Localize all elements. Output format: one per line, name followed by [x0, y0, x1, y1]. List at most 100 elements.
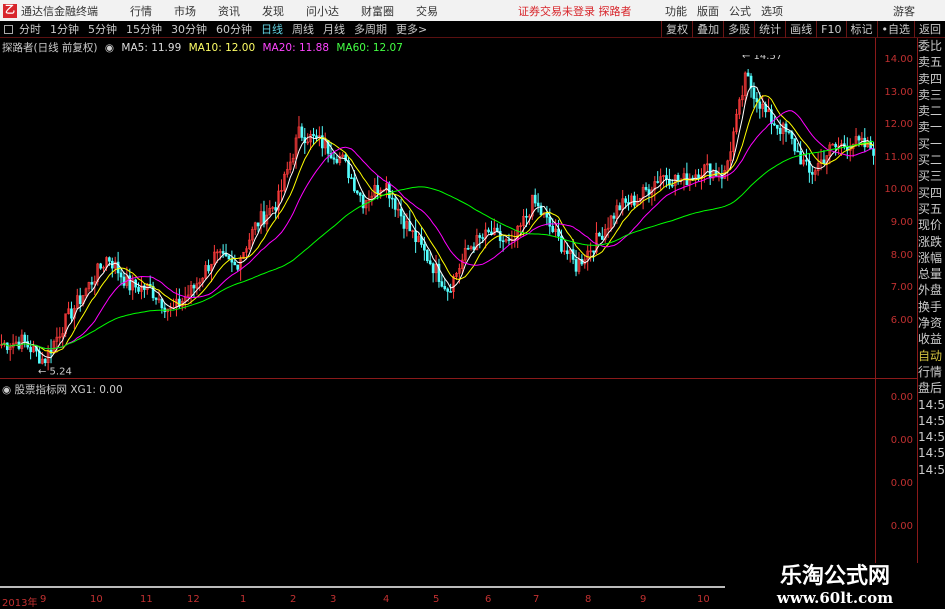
settings-circle-icon[interactable]: ◉	[104, 42, 115, 54]
tool-button-3[interactable]: 统计	[754, 21, 785, 38]
period-tab-1[interactable]: 1分钟	[50, 23, 79, 36]
right-menu-1[interactable]: 版面	[697, 4, 719, 18]
ma5-value: MA5: 11.99	[121, 42, 182, 54]
right-menu-2[interactable]: 公式	[729, 4, 751, 18]
candle-body	[752, 87, 756, 99]
period-tab-6[interactable]: 日线	[261, 23, 283, 36]
tool-button-2[interactable]: 多股	[723, 21, 754, 38]
period-tab-0[interactable]: 分时	[19, 23, 41, 36]
candle-body	[20, 334, 24, 349]
candle-body	[417, 236, 420, 243]
candle-body	[449, 291, 452, 293]
ma10-line	[1, 95, 874, 354]
candle-body	[656, 181, 660, 183]
tool-button-1[interactable]: 叠加	[692, 21, 723, 38]
x-tick-label: 10	[697, 594, 710, 605]
candle-body	[169, 307, 172, 310]
y-tick-label: 11.00	[884, 151, 913, 163]
candle-body	[353, 177, 356, 192]
period-tab-8[interactable]: 月线	[323, 23, 345, 36]
candle-body	[14, 341, 18, 344]
candle-body	[399, 208, 403, 217]
menu-0[interactable]: 行情	[130, 4, 152, 18]
login-status[interactable]: 证券交易未登录 探路者	[518, 4, 632, 18]
quote-label: 买三	[918, 169, 943, 184]
candle-body	[793, 138, 797, 152]
candle-body	[236, 264, 240, 270]
candle-body	[735, 113, 738, 133]
sub-y-tick-label: 0.00	[890, 392, 913, 403]
candle-body	[414, 230, 417, 243]
candle-body	[198, 281, 202, 285]
candle-body	[478, 235, 482, 238]
candle-body	[242, 251, 245, 259]
candle-body	[390, 197, 394, 200]
guest-button[interactable]: 游客	[893, 4, 915, 18]
candle-body	[262, 211, 266, 225]
candle-body	[805, 159, 808, 162]
x-tick-label: 8	[585, 594, 592, 605]
tool-button-7[interactable]: •自选	[876, 21, 915, 38]
candle-body	[787, 131, 791, 133]
candle-body	[227, 255, 231, 260]
candle-body	[770, 109, 773, 124]
candle-body	[245, 248, 248, 253]
y-tick-label: 7.00	[890, 282, 913, 294]
period-tab-9[interactable]: 多周期	[354, 23, 387, 36]
candle-body	[565, 250, 569, 254]
menu-6[interactable]: 交易	[416, 4, 438, 18]
candle-body	[755, 98, 759, 103]
pane-divider[interactable]	[0, 378, 918, 379]
candle-body	[452, 276, 455, 292]
candle-body	[405, 221, 409, 229]
menu-2[interactable]: 资讯	[218, 4, 240, 18]
candle-body	[434, 263, 438, 274]
x-tick-label: 5	[433, 594, 440, 605]
period-tab-7[interactable]: 周线	[292, 23, 314, 36]
menu-5[interactable]: 财富圈	[361, 4, 394, 18]
candle-body	[463, 247, 467, 261]
candle-body	[653, 181, 657, 191]
quote-label: 委比	[918, 39, 943, 53]
tool-button-8[interactable]: 返回	[914, 21, 945, 38]
candle-body	[67, 308, 70, 315]
candle-body	[367, 199, 371, 202]
period-tab-5[interactable]: 60分钟	[216, 23, 252, 36]
x-tick-label: 2	[290, 594, 297, 605]
period-tab-2[interactable]: 5分钟	[88, 23, 117, 36]
ma60-line	[1, 140, 874, 350]
tool-button-5[interactable]: F10	[816, 21, 845, 38]
settings-circle-icon[interactable]: ◉	[2, 384, 12, 396]
quote-label: 换手	[918, 299, 943, 314]
x-tick-label: 1	[240, 594, 247, 605]
quote-label: 净资	[918, 316, 943, 331]
candle-body	[481, 237, 485, 239]
quote-label: 买五	[918, 201, 943, 216]
candle-body	[189, 285, 193, 296]
candle-body	[55, 336, 59, 342]
tool-button-6[interactable]: 标记	[845, 21, 877, 38]
period-tab-3[interactable]: 15分钟	[126, 23, 162, 36]
quote-label: 总量	[918, 267, 943, 282]
candle-body	[749, 75, 753, 89]
candle-body	[796, 150, 800, 153]
period-tab-10[interactable]: 更多>	[396, 23, 428, 36]
candle-body	[708, 163, 712, 179]
candle-body	[32, 346, 35, 353]
period-tab-4[interactable]: 30分钟	[171, 23, 207, 36]
menu-3[interactable]: 发现	[262, 4, 284, 18]
tool-button-0[interactable]: 复权	[661, 21, 692, 38]
price-chart[interactable]: ← 14.57 ← 5.24	[0, 55, 875, 378]
candle-body	[612, 215, 616, 219]
candle-body	[437, 263, 441, 282]
tool-button-4[interactable]: 画线	[785, 21, 816, 38]
right-menu-0[interactable]: 功能	[665, 4, 687, 18]
menu-1[interactable]: 市场	[174, 4, 196, 18]
menu-4[interactable]: 问小达	[306, 4, 339, 18]
candle-body	[116, 261, 120, 274]
right-menu-3[interactable]: 选项	[761, 4, 783, 18]
candle-body	[250, 229, 254, 241]
panel-toggle-icon[interactable]	[4, 24, 13, 34]
candle-body	[128, 275, 132, 291]
candle-body	[23, 334, 27, 342]
